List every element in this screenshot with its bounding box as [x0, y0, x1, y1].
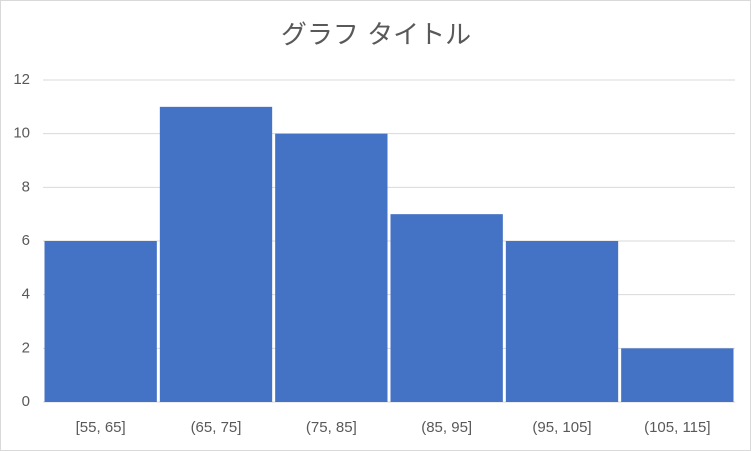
bar — [159, 106, 273, 402]
y-tick-label: 6 — [22, 232, 30, 249]
x-tick-label: (95, 105] — [532, 419, 591, 436]
bar — [275, 133, 388, 402]
bar — [505, 241, 619, 402]
y-tick-label: 2 — [22, 339, 30, 356]
y-tick-label: 10 — [13, 125, 30, 142]
x-tick-label: (85, 95] — [421, 419, 472, 436]
bar — [390, 214, 503, 402]
x-tick-label: (75, 85] — [306, 419, 357, 436]
x-tick-label: (105, 115] — [644, 419, 710, 436]
bar — [44, 241, 157, 402]
y-tick-label: 0 — [22, 393, 30, 410]
y-tick-label: 4 — [22, 286, 30, 303]
chart-title: グラフ タイトル — [281, 21, 471, 51]
bar — [621, 348, 734, 402]
y-tick-label: 8 — [22, 178, 30, 195]
x-tick-label: (65, 75] — [191, 419, 242, 436]
y-tick-label: 12 — [13, 71, 30, 88]
x-tick-label: [55, 65] — [76, 419, 126, 436]
